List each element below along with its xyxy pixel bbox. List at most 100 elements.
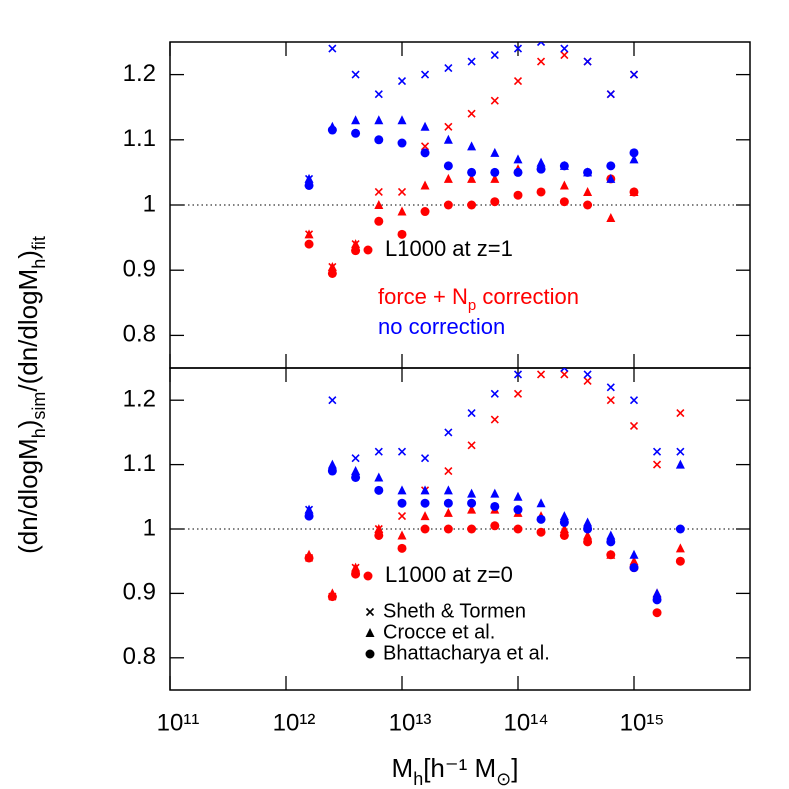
marker-circle: [374, 530, 384, 540]
marker-cross: [351, 454, 360, 463]
marker-cross: [420, 70, 430, 79]
marker-cross: [629, 70, 639, 79]
annotation-part: L1000 at z=1: [385, 236, 513, 261]
marker-cross: [304, 553, 314, 563]
marker-cross: [397, 77, 407, 86]
marker-cross: [536, 42, 546, 47]
marker-triangle: [351, 466, 361, 476]
marker-circle: [467, 167, 477, 177]
marker-triangle: [583, 167, 593, 177]
marker-circle: [304, 511, 314, 521]
marker-cross: [328, 44, 337, 53]
marker-cross: [676, 447, 685, 456]
marker-circle: [443, 498, 453, 508]
marker-circle: [490, 501, 500, 511]
y-axis-label-part: ): [13, 420, 43, 429]
marker-cross: [467, 109, 476, 118]
marker-circle: [490, 197, 500, 207]
x-axis-label-part: [h⁻¹ M: [423, 753, 496, 783]
marker-cross: [304, 505, 314, 514]
marker-triangle: [397, 115, 407, 125]
marker-triangle: [559, 524, 569, 533]
y-tick-label: 1.1: [123, 125, 156, 152]
y-axis-label-part: h: [29, 428, 49, 438]
marker-circle: [443, 161, 453, 171]
marker-triangle: [467, 488, 477, 498]
marker-triangle: [652, 588, 662, 598]
marker-triangle: [629, 556, 639, 566]
y-tick-label: 0.8: [123, 643, 156, 670]
annotation-dot: [363, 571, 373, 581]
marker-circle: [351, 246, 361, 256]
marker-circle: [606, 537, 616, 547]
marker-cross: [420, 454, 430, 463]
annotation: L1000 at z=0: [385, 562, 513, 587]
marker-circle: [420, 498, 430, 508]
marker-triangle: [397, 206, 407, 216]
marker-cross: [397, 447, 407, 456]
marker-cross: [328, 396, 337, 405]
marker-cross: [629, 396, 639, 405]
marker-triangle: [351, 115, 361, 125]
marker-triangle: [420, 180, 430, 190]
y-axis-label-part: sim: [29, 392, 49, 420]
marker-triangle: [467, 504, 477, 514]
marker-circle: [304, 239, 314, 249]
legend-label: Sheth & Tormen: [383, 600, 526, 622]
marker-cross: [328, 262, 337, 272]
marker-cross: [351, 563, 360, 572]
marker-triangle: [513, 491, 523, 501]
annotation-part: p: [468, 297, 476, 314]
marker-triangle: [629, 154, 639, 164]
marker-cross: [652, 447, 662, 456]
marker-cross: [490, 389, 499, 398]
marker-circle: [652, 608, 662, 618]
marker-cross: [676, 409, 685, 418]
marker-triangle: [420, 485, 430, 495]
marker-triangle: [327, 121, 337, 131]
annotation-part: L1000 at z=0: [385, 562, 513, 587]
marker-triangle: [606, 530, 616, 540]
marker-circle: [513, 524, 523, 534]
marker-circle: [397, 138, 407, 148]
marker-cross: [467, 441, 476, 450]
marker-circle: [583, 524, 593, 534]
x-tick-label: 10¹²: [273, 709, 316, 736]
marker-circle: [583, 200, 593, 210]
marker-circle: [327, 466, 337, 476]
marker-cross: [328, 592, 337, 601]
marker-triangle: [374, 472, 384, 482]
y-tick-label: 0.8: [123, 321, 156, 348]
marker-cross: [536, 57, 546, 66]
marker-circle: [365, 649, 375, 659]
marker-cross: [444, 428, 453, 437]
marker-triangle: [420, 511, 430, 521]
marker-circle: [583, 537, 593, 547]
marker-circle: [467, 498, 477, 508]
annotation-dot: [363, 245, 373, 255]
marker-triangle: [374, 115, 384, 125]
marker-cross: [304, 174, 314, 183]
marker-circle: [420, 148, 430, 158]
marker-triangle: [606, 173, 616, 183]
legend-label: Crocce et al.: [383, 621, 495, 643]
marker-triangle: [490, 173, 500, 183]
marker-circle: [374, 135, 384, 145]
marker-circle: [351, 128, 361, 138]
y-axis-label-part: h: [29, 259, 49, 269]
data-layer: [304, 368, 685, 618]
marker-cross: [444, 466, 453, 476]
marker-cross: [583, 370, 592, 379]
marker-circle: [513, 190, 523, 200]
marker-triangle: [420, 121, 430, 131]
marker-circle: [351, 569, 361, 579]
y-tick-label: 1: [143, 514, 156, 541]
annotation-part: no correction: [378, 314, 505, 339]
x-axis-label: Mh[h⁻¹ M⊙]: [392, 753, 519, 789]
annotation-part: force + N: [378, 284, 468, 309]
marker-cross: [536, 370, 546, 379]
marker-triangle: [467, 141, 477, 151]
marker-circle: [490, 167, 500, 177]
marker-circle: [397, 229, 407, 239]
marker-circle: [420, 524, 430, 534]
